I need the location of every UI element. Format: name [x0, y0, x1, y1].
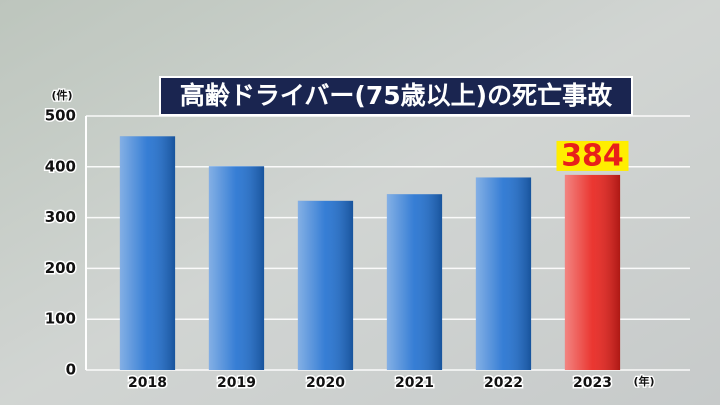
- y-tick-label: 400: [45, 157, 76, 175]
- y-tick-label: 100: [45, 310, 76, 328]
- value-label: 384: [561, 138, 624, 173]
- x-tick-label: 2023: [573, 375, 612, 391]
- bar-shading: [564, 174, 621, 370]
- y-tick-label: 500: [45, 107, 76, 125]
- bar-shading: [119, 136, 176, 370]
- y-tick-label: 200: [45, 259, 76, 277]
- bar-shading: [208, 166, 265, 370]
- x-unit: (年): [633, 374, 654, 388]
- x-tick-label: 2019: [217, 375, 256, 391]
- bar-shading: [475, 177, 532, 370]
- y-tick-label: 0: [66, 361, 76, 379]
- x-tick-label: 2020: [306, 375, 345, 391]
- x-tick-label: 2018: [128, 375, 167, 391]
- y-unit: (件): [51, 88, 72, 102]
- y-tick-label: 300: [45, 208, 76, 226]
- x-tick-label: 2021: [395, 375, 434, 391]
- chart-title: 高齢ドライバー(75歳以上)の死亡事故: [180, 81, 613, 110]
- x-tick-label: 2022: [484, 375, 523, 391]
- bar-shading: [386, 194, 443, 370]
- value-label-box: [556, 140, 629, 171]
- title-box: [159, 76, 633, 116]
- bar-shading: [297, 200, 354, 370]
